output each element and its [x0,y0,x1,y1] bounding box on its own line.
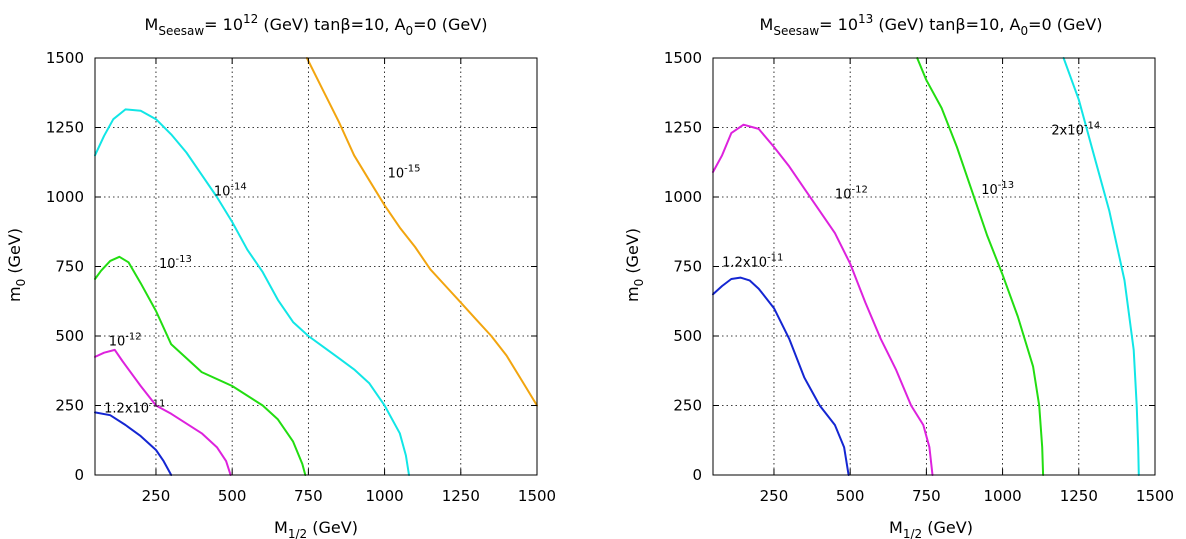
x-tick-label: 1250 [442,487,480,505]
chart-left: MSeesaw= 1012 (GeV) tanβ=10, A0=0 (GeV) … [5,12,556,539]
series-curve [94,108,410,476]
chart-right-plot: 250 500 750 1000 1250 1500 0 250 500 750 1000 1250 1… [664,49,1174,505]
y-tick-label: 1250 [46,119,84,137]
x-tick-label: 1500 [518,487,556,505]
series-curve [712,276,850,476]
x-tick-label: 250 [760,487,789,505]
curve-label: 10-12 [835,184,868,202]
y-tick-label: 750 [673,258,702,276]
x-tick-label: 1250 [1060,487,1098,505]
x-tick-label: 250 [142,487,171,505]
x-tick-label: 1500 [1136,487,1174,505]
x-tick-label: 750 [294,487,323,505]
y-tick-label: 1000 [46,188,84,206]
y-tick-label: 0 [692,466,702,484]
x-tick-label: 500 [218,487,247,505]
chart-left-ylabel: m0 (GeV) [5,228,28,302]
chart-left-title: MSeesaw= 1012 (GeV) tanβ=10, A0=0 (GeV) [145,12,488,38]
curve-label: 10-13 [981,180,1014,198]
curve-label: 10-14 [214,182,247,200]
x-tick-label: 1000 [983,487,1021,505]
chart-right-xlabel: M1/2 (GeV) [889,518,973,539]
y-tick-label: 1500 [46,49,84,67]
x-tick-label: 500 [836,487,865,505]
series-curve [305,57,538,407]
chart-right-title: MSeesaw= 1013 (GeV) tanβ=10, A0=0 (GeV) [760,12,1103,38]
chart-right-ylabel: m0 (GeV) [623,228,646,302]
y-tick-label: 1000 [664,188,702,206]
chart-right: MSeesaw= 1013 (GeV) tanβ=10, A0=0 (GeV) … [623,12,1174,539]
series-curve [1062,57,1140,476]
chart-left-plot: 250 500 750 1000 1250 1500 0 250 500 750 1000 1250 1… [46,49,556,505]
curve-label: 1.2x10-11 [722,253,783,271]
curve-label: 10-13 [159,254,192,272]
y-tick-label: 750 [55,258,84,276]
series-curve [916,57,1045,476]
y-tick-label: 1250 [664,119,702,137]
series-curve [94,255,307,476]
x-tick-label: 750 [912,487,941,505]
y-tick-label: 250 [673,397,702,415]
curve-label: 10-12 [109,332,142,350]
curve-label: 1.2x10-11 [104,398,165,416]
y-tick-label: 0 [74,466,84,484]
x-tick-label: 1000 [365,487,403,505]
y-tick-label: 250 [55,397,84,415]
chart-left-xlabel: M1/2 (GeV) [274,518,358,539]
curve-label: 10-15 [388,164,421,182]
y-tick-label: 500 [673,327,702,345]
y-tick-label: 500 [55,327,84,345]
curve-label: 2x10-14 [1051,120,1100,138]
series-curve [94,411,173,476]
y-tick-label: 1500 [664,49,702,67]
series-curve [94,348,232,476]
series-curve [712,123,934,476]
